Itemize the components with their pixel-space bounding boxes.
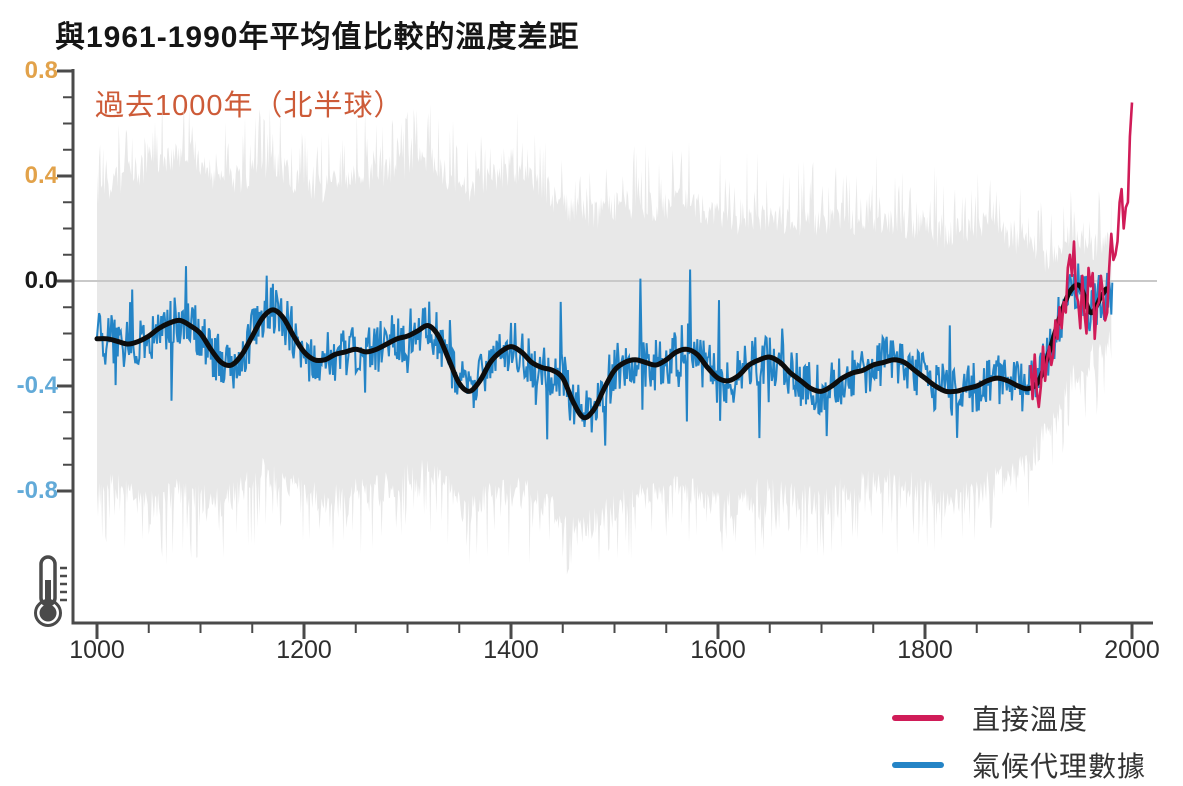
legend-item-instrumental: 直接溫度 (892, 697, 1146, 739)
legend-label-proxy: 氣候代理數據 (972, 751, 1147, 782)
page-title: 與1961-1990年平均值比較的溫度差距 (55, 21, 580, 54)
y-tick-label: -0.4 (16, 372, 58, 399)
smoothed-line (94, 282, 1109, 421)
legend-item-proxy: 氣候代理數據 (892, 744, 1146, 786)
y-tick-label: 0.0 (24, 267, 58, 294)
y-tick-label: 0.4 (24, 162, 58, 189)
x-tick-label: 1400 (483, 636, 539, 664)
thermometer-bulb-outline (34, 599, 62, 627)
legend-label-instrumental: 直接溫度 (972, 704, 1089, 735)
thermometer-mercury (45, 580, 51, 606)
x-tick-label: 1000 (69, 636, 125, 664)
chart-legend: 直接溫度 氣候代理數據 (892, 697, 1146, 786)
x-tick-label: 2000 (1104, 636, 1160, 664)
proxy-line-swatch (892, 762, 944, 768)
x-tick-label: 1200 (276, 636, 332, 664)
uncertainty-band (97, 97, 1112, 575)
x-tick-label: 1800 (897, 636, 953, 664)
y-tick-label: -0.8 (16, 477, 58, 504)
instrumental-line-swatch (892, 715, 944, 721)
y-tick-label: 0.8 (24, 57, 58, 84)
chart-subtitle: 過去1000年（北半球） (95, 90, 404, 122)
proxy-line (96, 263, 1114, 446)
x-tick-label: 1600 (690, 636, 746, 664)
thermometer-scale-ticks (60, 566, 67, 602)
thermometer-icon (34, 555, 67, 627)
instrumental-line (1029, 102, 1134, 409)
thermometer-bulb (39, 604, 57, 622)
